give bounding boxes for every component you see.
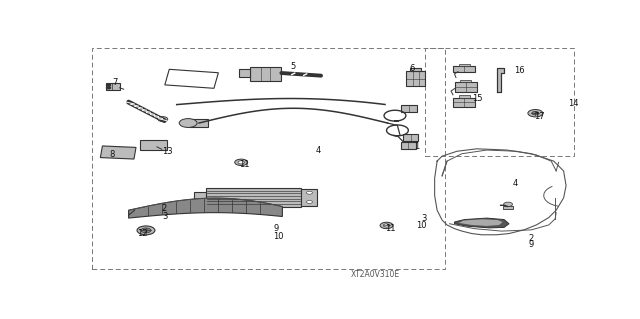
- Text: 14: 14: [568, 99, 579, 108]
- Circle shape: [179, 119, 197, 128]
- Text: 4: 4: [513, 179, 518, 188]
- Polygon shape: [165, 69, 218, 88]
- Text: 13: 13: [162, 147, 172, 156]
- Circle shape: [235, 159, 248, 166]
- Polygon shape: [401, 142, 416, 149]
- Text: 11: 11: [385, 224, 396, 233]
- Polygon shape: [140, 140, 167, 150]
- Circle shape: [504, 202, 513, 206]
- Polygon shape: [406, 71, 425, 86]
- Polygon shape: [454, 218, 509, 228]
- Text: 17: 17: [534, 112, 545, 122]
- Circle shape: [141, 228, 151, 233]
- Polygon shape: [455, 82, 477, 92]
- Circle shape: [383, 224, 390, 227]
- Text: 9: 9: [529, 240, 534, 249]
- Polygon shape: [410, 68, 422, 71]
- Circle shape: [307, 191, 312, 194]
- Polygon shape: [189, 119, 208, 127]
- Text: 1: 1: [415, 142, 420, 151]
- Polygon shape: [401, 105, 417, 113]
- Polygon shape: [239, 70, 250, 77]
- Text: 12: 12: [137, 229, 148, 238]
- Circle shape: [137, 226, 155, 235]
- Text: 3: 3: [421, 214, 426, 223]
- Text: 10: 10: [416, 221, 426, 230]
- Text: 11: 11: [239, 160, 249, 169]
- Text: XT2A0V310E: XT2A0V310E: [351, 270, 400, 279]
- Circle shape: [528, 109, 543, 117]
- Circle shape: [238, 161, 244, 164]
- Polygon shape: [250, 67, 282, 81]
- Circle shape: [380, 222, 393, 229]
- Text: 2: 2: [529, 234, 534, 243]
- Text: 15: 15: [472, 94, 483, 103]
- Text: 3: 3: [162, 212, 167, 221]
- Text: 16: 16: [514, 66, 525, 75]
- Text: 6: 6: [410, 64, 415, 73]
- Text: 9: 9: [273, 224, 278, 233]
- Polygon shape: [129, 198, 282, 218]
- Circle shape: [532, 111, 539, 115]
- Polygon shape: [301, 189, 317, 206]
- Text: 10: 10: [273, 232, 284, 241]
- Polygon shape: [460, 219, 502, 226]
- Circle shape: [107, 84, 111, 86]
- Polygon shape: [459, 95, 470, 98]
- Polygon shape: [460, 79, 471, 82]
- Circle shape: [158, 117, 168, 122]
- Polygon shape: [207, 188, 301, 206]
- Text: 8: 8: [110, 151, 115, 160]
- Text: 7: 7: [112, 78, 118, 87]
- Text: 5: 5: [291, 62, 296, 71]
- Polygon shape: [100, 146, 136, 159]
- Text: 2: 2: [162, 204, 167, 213]
- Polygon shape: [454, 98, 476, 107]
- Polygon shape: [502, 206, 513, 209]
- Polygon shape: [106, 83, 120, 90]
- Polygon shape: [403, 134, 419, 141]
- Polygon shape: [497, 68, 504, 92]
- Polygon shape: [194, 192, 207, 203]
- Circle shape: [107, 87, 111, 89]
- Polygon shape: [454, 66, 476, 72]
- Text: 4: 4: [316, 145, 321, 154]
- Polygon shape: [459, 64, 470, 66]
- Circle shape: [307, 200, 312, 204]
- Circle shape: [144, 229, 148, 231]
